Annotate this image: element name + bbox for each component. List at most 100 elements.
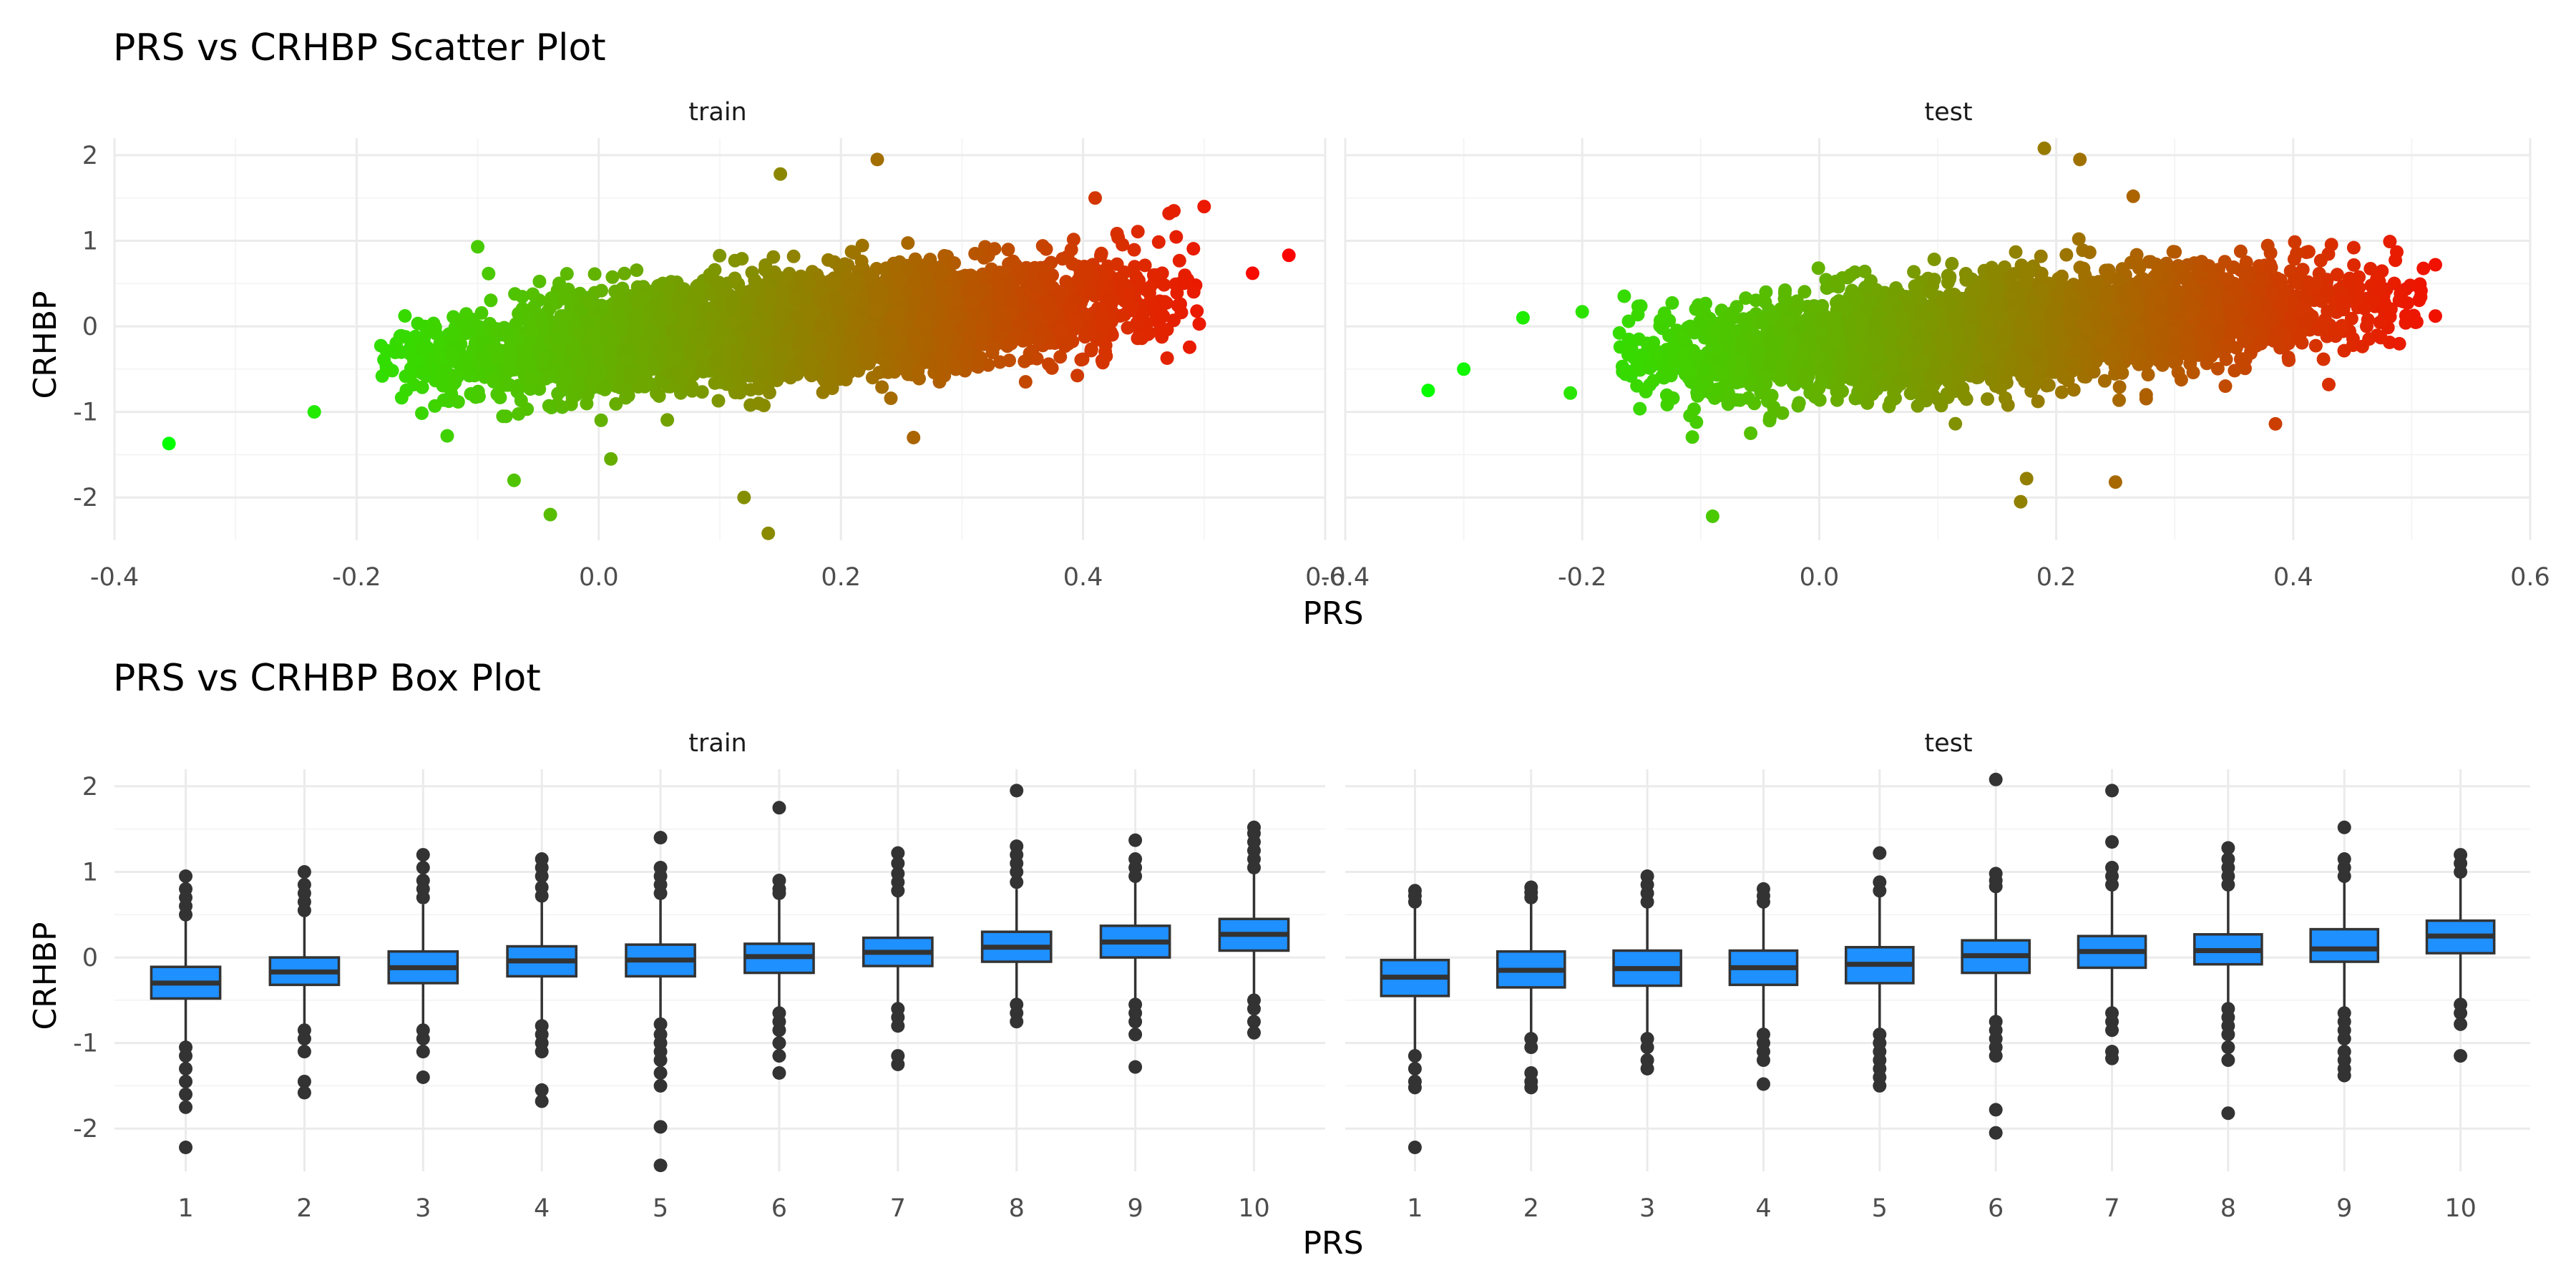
scatter-point: [1744, 426, 1758, 440]
scatter-point: [477, 352, 491, 366]
scatter-point: [619, 391, 633, 405]
scatter-point: [1004, 336, 1018, 351]
scatter-point: [948, 309, 962, 323]
scatter-point: [857, 305, 872, 319]
scatter-point: [543, 507, 557, 522]
scatter-point: [602, 321, 617, 335]
scatter-point: [764, 291, 779, 305]
scatter-point: [1111, 230, 1126, 245]
marks-layer: [150, 141, 2496, 1173]
scatter-point: [1039, 242, 1053, 256]
scatter-point: [475, 334, 489, 348]
scatter-point: [780, 330, 794, 344]
scatter-point: [637, 338, 651, 352]
scatter-point: [162, 436, 176, 451]
scatter-point: [937, 361, 952, 375]
scatter-y-axis-label: CRHBP: [27, 291, 64, 399]
scatter-point: [758, 258, 773, 272]
scatter-point: [746, 332, 761, 346]
scatter-point: [690, 280, 704, 294]
scatter-point: [1167, 204, 1181, 218]
scatter-point: [847, 362, 861, 376]
scatter-point: [1064, 300, 1078, 313]
scatter-point: [957, 346, 971, 360]
scatter-point: [737, 490, 751, 504]
scatter-point: [547, 331, 561, 345]
scatter-point: [583, 296, 597, 310]
scatter-point: [901, 236, 915, 250]
scatter-point: [525, 325, 540, 339]
scatter-point: [933, 265, 947, 280]
scatter-point: [515, 290, 530, 304]
scatter-point: [794, 269, 808, 283]
scatter-point: [482, 266, 496, 280]
scatter-point: [662, 281, 675, 296]
scatter-point: [532, 274, 547, 288]
box-y-axis-label: CRHBP: [27, 922, 64, 1030]
scatter-point: [1246, 266, 1259, 280]
scatter-point: [970, 283, 984, 297]
scatter-point: [1064, 243, 1078, 257]
scatter-point: [825, 347, 839, 361]
scatter-x-axis-label: PRS: [1302, 595, 1363, 632]
scatter-point: [1151, 235, 1166, 249]
scatter-plot-title: PRS vs CRHBP Scatter Plot: [113, 26, 606, 69]
scatter-point: [2301, 245, 2316, 259]
scatter-point: [1190, 304, 1204, 318]
scatter-point: [560, 267, 574, 281]
scatter-point: [429, 326, 443, 341]
scatter-point: [679, 313, 693, 327]
scatter-point: [565, 342, 580, 356]
scatter-point: [1088, 191, 1102, 205]
scatter-point: [1131, 225, 1145, 239]
scatter-point: [1053, 286, 1067, 300]
scatter-point: [462, 357, 476, 371]
scatter-point: [907, 431, 921, 444]
scatter-point: [1156, 309, 1171, 323]
scatter-point: [1141, 327, 1155, 341]
scatter-point: [824, 380, 838, 394]
scatter-point: [615, 281, 630, 296]
scatter-point: [471, 240, 485, 254]
scatter-point: [968, 247, 982, 260]
scatter-point: [512, 407, 526, 421]
scatter-point: [854, 254, 869, 268]
scatter-point: [884, 391, 898, 406]
scatter-point: [919, 271, 934, 286]
scatter-point: [1032, 333, 1046, 348]
box-x-axis-label: PRS: [1302, 1225, 1363, 1262]
scatter-point: [1172, 253, 1186, 268]
scatter-point: [1197, 200, 1211, 214]
scatter-point: [815, 320, 829, 334]
scatter-point: [2228, 364, 2242, 378]
scatter-point: [725, 301, 739, 315]
scatter-point: [863, 339, 877, 353]
scatter-point: [630, 263, 644, 278]
scatter-point: [625, 362, 640, 376]
scatter-point: [446, 348, 460, 362]
scatter-point: [1025, 265, 1040, 279]
scatter-point: [963, 296, 977, 310]
scatter-point: [762, 386, 776, 400]
scatter-point: [588, 371, 602, 384]
scatter-point: [398, 309, 412, 323]
scatter-point: [542, 369, 557, 384]
scatter-point: [1041, 296, 1055, 311]
scatter-point: [1095, 353, 1109, 368]
scatter-point: [1171, 298, 1185, 313]
scatter-point: [862, 268, 877, 283]
scatter-point: [653, 311, 667, 325]
scatter-point: [1020, 331, 1034, 346]
scatter-point: [1084, 342, 1098, 356]
scatter-point: [826, 334, 841, 348]
scatter-point: [789, 291, 803, 306]
scatter-point: [1030, 351, 1044, 366]
scatter-point: [450, 370, 464, 384]
scatter-point: [713, 248, 727, 263]
scatter-point: [1055, 324, 1069, 338]
scatter-point: [844, 278, 859, 291]
scatter-point: [1148, 268, 1163, 282]
scatter-point: [415, 380, 429, 394]
scatter-point: [523, 359, 537, 374]
